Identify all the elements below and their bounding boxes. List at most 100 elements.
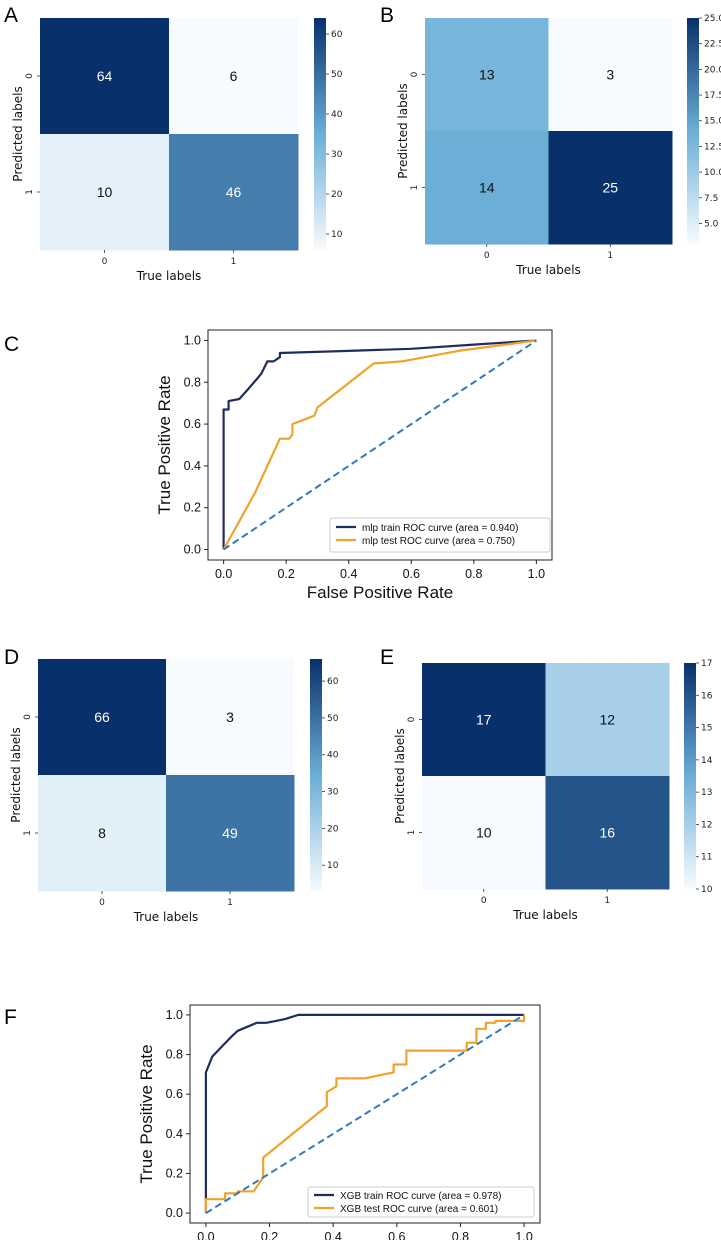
y-axis-label: True Positive Rate: [155, 375, 174, 514]
colorbar-tick-label: 60: [331, 30, 343, 40]
y-axis-label: Predicted labels: [9, 727, 23, 822]
confusion-matrix-panel-b: B 13 3 14 25 0 1 0 1 True labels Predicted labels 5…: [380, 4, 721, 277]
panel-letter-e: E: [380, 646, 394, 669]
colorbar-tick-label: 10.0: [704, 168, 721, 178]
y-tick-label: 1.0: [166, 1008, 183, 1022]
cell-value: 49: [222, 825, 238, 841]
colorbar-tick-label: 30: [331, 150, 343, 160]
heatmap-cell: [425, 131, 549, 245]
heatmap-cell: [40, 18, 170, 135]
cell-value: 64: [97, 68, 113, 84]
y-tick-label: 0.8: [184, 375, 201, 389]
panel-letter-d: D: [4, 646, 19, 669]
x-tick-label: 0.0: [215, 567, 232, 581]
y-tick-label: 0.0: [166, 1206, 183, 1220]
colorbar-tick-label: 12.5: [704, 142, 721, 152]
colorbar-tick-label: 40: [327, 751, 339, 761]
heatmap-cell: [548, 131, 673, 245]
colorbar-tick-label: 15: [701, 724, 712, 734]
heatmap-cell: [40, 134, 170, 251]
x-tick-label: 0.8: [465, 567, 482, 581]
panel-letter-b: B: [380, 4, 394, 27]
legend-entry: XGB test ROC curve (area = 0.601): [340, 1204, 498, 1215]
colorbar-tick-label: 17: [701, 659, 712, 669]
y-tick-label: 1: [23, 830, 33, 836]
x-tick-label: 1: [231, 257, 237, 267]
colorbar-tick-label: 20: [327, 824, 339, 834]
x-tick-label: 0.8: [452, 1230, 469, 1240]
colorbar-tick-label: 50: [331, 70, 343, 80]
legend-box: [329, 517, 551, 553]
y-tick-label: 0.4: [184, 459, 201, 473]
legend-entry: mlp train ROC curve (area = 0.940): [362, 523, 518, 534]
x-tick-label: 0: [99, 898, 105, 908]
y-axis-label: Predicted labels: [393, 728, 407, 823]
chance-diagonal-line: [223, 339, 537, 551]
colorbar-tick-label: 15.0: [704, 117, 721, 127]
y-axis-label: Predicted labels: [396, 83, 410, 178]
train-roc-curve: [204, 1013, 525, 1214]
colorbar: [684, 663, 696, 889]
cell-value: 25: [602, 180, 618, 196]
x-axis-label: True labels: [133, 910, 199, 924]
x-tick-label: 0.4: [340, 567, 357, 581]
roc-panel-f: F0.00.20.40.60.81.00.00.20.40.60.81.0Fal…: [4, 1004, 541, 1240]
y-tick-label: 0.8: [166, 1048, 183, 1062]
colorbar-tick-label: 13: [701, 788, 712, 798]
colorbar-tick-label: 10: [327, 861, 339, 871]
colorbar-tick-label: 30: [327, 788, 339, 798]
cell-value: 12: [599, 712, 615, 728]
cell-value: 46: [226, 184, 242, 200]
colorbar-tick-label: 20: [331, 190, 343, 200]
cell-value: 16: [599, 825, 615, 841]
cell-value: 3: [606, 67, 614, 83]
colorbar: [687, 18, 699, 244]
heatmap-cell: [548, 18, 673, 132]
x-axis-label: True labels: [512, 908, 578, 922]
x-tick-label: 1.0: [515, 1230, 532, 1240]
colorbar: [310, 659, 322, 891]
train-roc-curve: [222, 339, 537, 550]
y-tick-label: 1: [410, 185, 420, 191]
colorbar-tick-label: 50: [327, 714, 339, 724]
x-tick-label: 0: [481, 896, 487, 906]
x-tick-label: 1: [227, 898, 233, 908]
x-tick-label: 0.2: [277, 567, 294, 581]
test-roc-curve: [204, 1014, 526, 1214]
cell-value: 13: [479, 67, 495, 83]
heatmap-cell: [422, 776, 546, 890]
cell-value: 6: [230, 68, 238, 84]
cell-value: 10: [476, 825, 492, 841]
panel-letter-a: A: [4, 4, 18, 27]
colorbar-tick-label: 11: [701, 853, 712, 863]
cell-value: 3: [226, 709, 234, 725]
x-axis-label: False Positive Rate: [307, 583, 453, 602]
heatmap-cell: [169, 134, 299, 251]
y-tick-label: 1: [407, 830, 417, 836]
x-tick-label: 0.6: [403, 567, 420, 581]
heatmap-cell: [38, 659, 167, 776]
y-axis-label: Predicted labels: [11, 86, 25, 181]
colorbar-tick-label: 7.5: [704, 194, 718, 204]
roc-panel-c: C 0.0 0.2 0.4 0.6 0.8 1.0 0.0 0.2 0.4 0.6 0.8 1.0 Fal…: [4, 329, 553, 602]
y-tick-label: 0.4: [166, 1127, 183, 1141]
colorbar-tick-label: 12: [701, 820, 712, 830]
test-roc-curve: [222, 339, 537, 551]
y-tick-label: 0: [410, 71, 420, 77]
x-axis-label: True labels: [136, 269, 202, 283]
cell-value: 14: [479, 180, 495, 196]
legend-box: [307, 1186, 535, 1218]
y-tick-label: 0.0: [184, 543, 201, 557]
legend-entry: mlp test ROC curve (area = 0.750): [362, 536, 515, 547]
cell-value: 66: [94, 709, 110, 725]
x-tick-label: 1: [604, 896, 610, 906]
heatmap-cell: [166, 775, 295, 892]
colorbar: [314, 18, 326, 250]
y-tick-label: 0.2: [166, 1166, 183, 1180]
y-tick-label: 1.0: [184, 333, 201, 347]
colorbar-tick-label: 14: [701, 756, 713, 766]
x-tick-label: 0.6: [388, 1230, 405, 1240]
